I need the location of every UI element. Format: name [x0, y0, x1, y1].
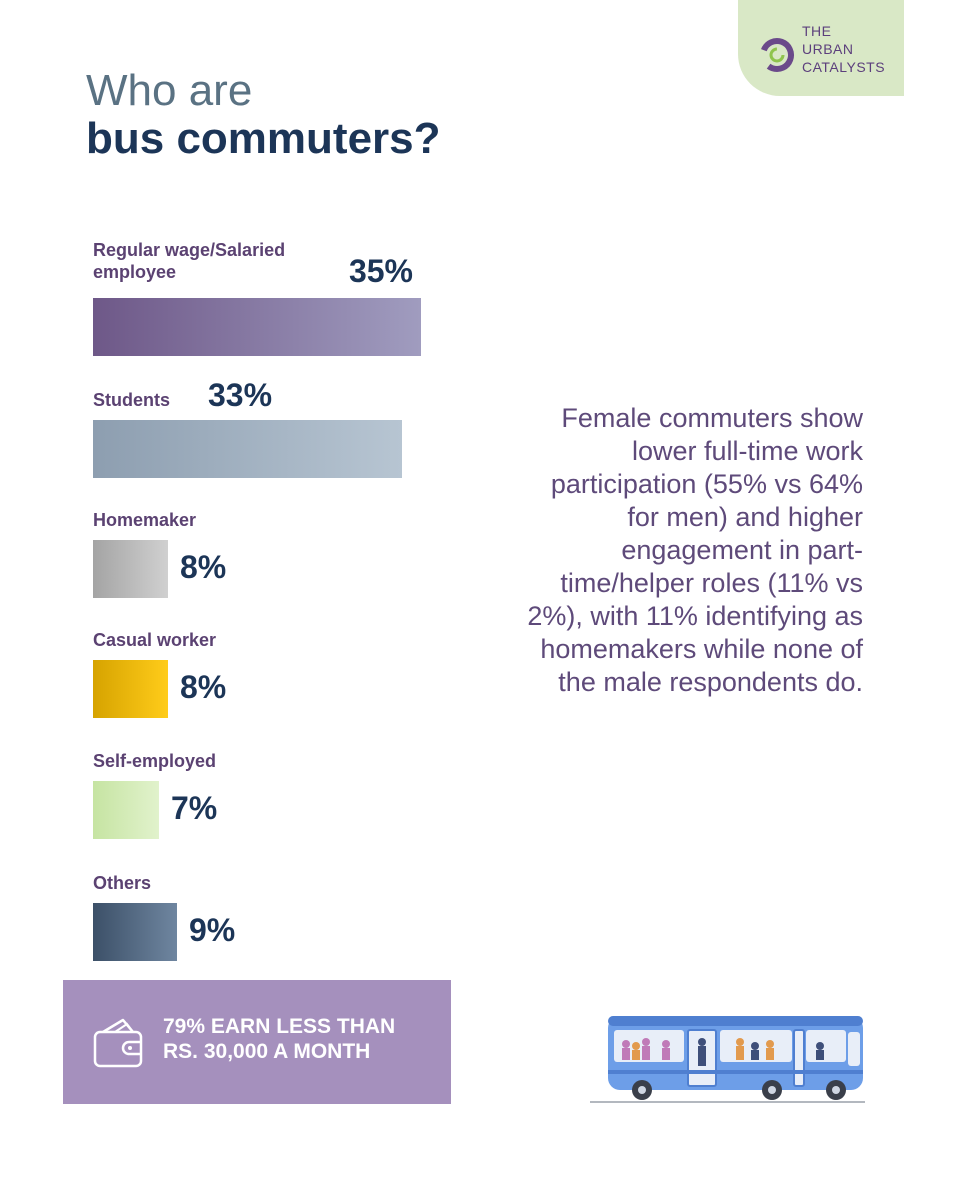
brand-logo: THE URBAN CATALYSTS: [738, 0, 904, 96]
bar-3: [93, 660, 168, 718]
logo-line-1: THE: [802, 23, 832, 39]
bar-2: [93, 540, 168, 598]
callout-text: 79% EARN LESS THAN RS. 30,000 A MONTH: [163, 1014, 443, 1064]
category-label-5: Others: [93, 873, 151, 893]
value-label-2: 8%: [180, 549, 226, 585]
category-label-0-line-0: Regular wage/Salaried: [93, 240, 285, 260]
value-label-3: 8%: [180, 669, 226, 705]
logo-line-2: URBAN: [802, 41, 854, 57]
value-label-4: 7%: [171, 790, 217, 826]
page-title-line-1: Who are: [86, 66, 253, 115]
category-label-3: Casual worker: [93, 630, 216, 650]
bar-0: [93, 298, 421, 356]
category-label-0-line-1: employee: [93, 262, 176, 282]
value-label-0: 35%: [349, 253, 413, 289]
bar-1: [93, 420, 402, 478]
wallet-icon: [93, 1018, 143, 1068]
callout-line-1: 79% EARN LESS THAN: [163, 1015, 396, 1038]
bar-5: [93, 903, 177, 961]
insight-note: Female commuters show lower full-time wo…: [527, 403, 863, 697]
callout-line-2: RS. 30,000 A MONTH: [163, 1040, 371, 1063]
bar-4: [93, 781, 159, 839]
category-label-1: Students: [93, 390, 170, 410]
category-label-4: Self-employed: [93, 751, 216, 771]
logo-wordmark: THE URBAN CATALYSTS: [802, 22, 885, 76]
bus-icon: [590, 1016, 865, 1103]
value-label-5: 9%: [189, 912, 235, 948]
income-callout: 79% EARN LESS THAN RS. 30,000 A MONTH: [63, 980, 451, 1104]
page-title-line-2: bus commuters?: [86, 114, 441, 163]
logo-ring-icon: [760, 38, 794, 72]
value-label-1: 33%: [208, 377, 272, 413]
category-label-2: Homemaker: [93, 510, 196, 530]
logo-line-3: CATALYSTS: [802, 59, 886, 75]
